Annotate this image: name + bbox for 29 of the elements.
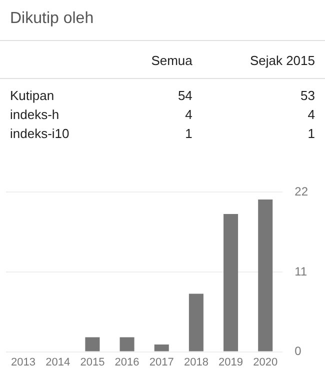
x-tick-label: 2018: [184, 356, 208, 368]
category-label: indeks-i10: [9, 125, 70, 143]
bar: [154, 344, 169, 352]
x-tick-label: 2016: [114, 356, 140, 368]
bar: [224, 214, 238, 352]
x-tick-label: 2020: [253, 356, 278, 368]
x-tick-label: 2015: [80, 356, 105, 368]
text: Semua: [150, 52, 194, 70]
category-label: indeks-h: [9, 106, 60, 124]
data-label: 53: [300, 87, 316, 105]
data-label: 54: [176, 87, 194, 105]
x-tick-label: 2019: [218, 356, 244, 368]
text: Dikutip oleh: [0, 0, 325, 41]
data-label: 4: [306, 106, 316, 124]
data-label: 1: [306, 125, 316, 143]
data-label: 1: [184, 125, 194, 143]
bar: [85, 337, 100, 352]
bar: [188, 294, 204, 352]
x-tick-label: 2014: [46, 356, 70, 368]
x-tick-label: 2013: [11, 356, 36, 368]
text: Sejak 2015: [248, 52, 316, 70]
y-tick-label: 22: [294, 184, 308, 199]
data-label: 4: [184, 106, 194, 124]
y-tick-label: 0: [294, 344, 302, 358]
category-label: Kutipan: [9, 87, 56, 105]
bar: [258, 199, 273, 352]
bar: [120, 337, 134, 352]
y-tick-label: 11: [294, 264, 308, 278]
x-tick-label: 2017: [149, 356, 174, 368]
